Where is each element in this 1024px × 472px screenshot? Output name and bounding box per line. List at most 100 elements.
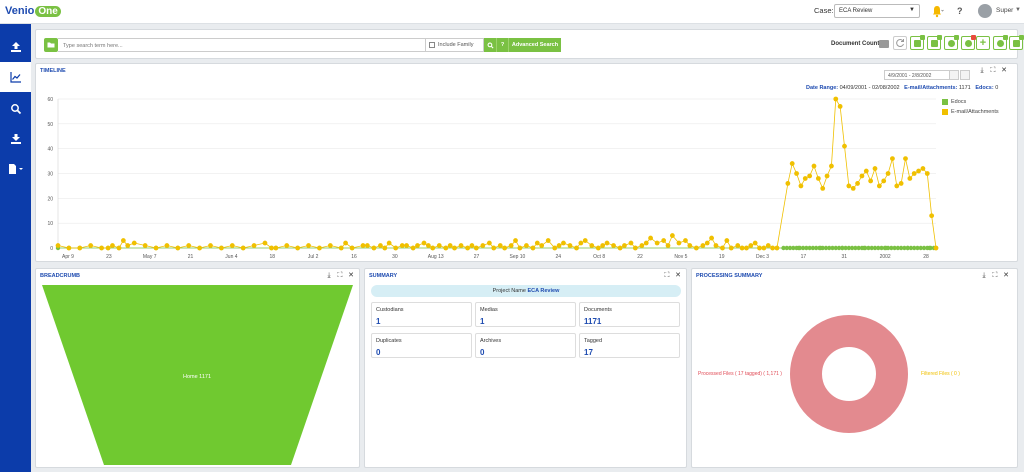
sidebar-item-upload[interactable] xyxy=(0,32,31,62)
edocs-point[interactable] xyxy=(928,245,933,251)
email-point[interactable] xyxy=(911,171,917,176)
email-point[interactable] xyxy=(116,245,122,251)
summary-card-tagged[interactable]: Tagged 17 xyxy=(579,333,680,358)
email-point[interactable] xyxy=(125,243,131,248)
refresh-button[interactable] xyxy=(893,36,907,50)
edocs-point[interactable] xyxy=(869,245,874,251)
email-point[interactable] xyxy=(513,238,518,243)
edocs-point[interactable] xyxy=(787,245,793,251)
email-point[interactable] xyxy=(859,173,865,179)
email-point[interactable] xyxy=(916,168,921,174)
email-point[interactable] xyxy=(785,181,791,186)
toolbar-button-2[interactable] xyxy=(927,35,942,50)
processing-donut-chart[interactable]: Processed Files ( 17 tagged) ( 1,171 ) F… xyxy=(692,283,1017,468)
email-point[interactable] xyxy=(604,240,610,246)
email-point[interactable] xyxy=(924,171,930,176)
edocs-point[interactable] xyxy=(817,245,822,251)
edocs-point[interactable] xyxy=(810,245,816,251)
email-point[interactable] xyxy=(720,245,725,251)
email-point[interactable] xyxy=(306,243,311,248)
email-point[interactable] xyxy=(99,245,104,251)
email-point[interactable] xyxy=(120,238,126,243)
email-point[interactable] xyxy=(898,181,904,186)
folder-button[interactable] xyxy=(44,38,58,52)
email-point[interactable] xyxy=(765,243,771,248)
email-point[interactable] xyxy=(661,238,667,243)
expand-icon[interactable]: ⛶ xyxy=(992,272,998,279)
bell-icon[interactable] xyxy=(930,4,944,18)
avatar[interactable] xyxy=(978,4,992,18)
expand-icon[interactable]: ⛶ xyxy=(664,272,670,279)
toolbar-button-6[interactable] xyxy=(993,35,1008,50)
edocs-point[interactable] xyxy=(885,245,891,251)
email-point[interactable] xyxy=(399,243,405,248)
email-point[interactable] xyxy=(105,245,111,251)
email-point[interactable] xyxy=(229,243,235,248)
email-point[interactable] xyxy=(665,243,671,248)
legend-item-edocs[interactable]: Edocs xyxy=(942,99,999,105)
toolbar-button-1[interactable] xyxy=(910,35,925,50)
email-point[interactable] xyxy=(643,240,649,246)
edocs-point[interactable] xyxy=(781,245,786,251)
email-point[interactable] xyxy=(837,104,843,109)
edocs-point[interactable] xyxy=(853,245,858,251)
timeline-chart[interactable]: 0 10 20 30 40 50 60 Apr 9 23 May 7 21 Jun 4 18 Jul 2 1… xyxy=(36,64,1017,261)
email-point[interactable] xyxy=(748,243,754,248)
email-point[interactable] xyxy=(175,245,181,251)
email-point[interactable] xyxy=(815,176,821,181)
email-point[interactable] xyxy=(920,166,926,171)
edocs-point[interactable] xyxy=(889,245,894,251)
email-point[interactable] xyxy=(338,245,344,251)
edocs-point[interactable] xyxy=(807,245,812,251)
advanced-search-button[interactable]: Advanced Search xyxy=(508,38,561,52)
email-point[interactable] xyxy=(410,245,416,251)
email-point[interactable] xyxy=(491,245,497,251)
email-point[interactable] xyxy=(704,240,710,246)
email-point[interactable] xyxy=(218,245,224,251)
email-point[interactable] xyxy=(744,245,749,251)
email-point[interactable] xyxy=(262,240,268,246)
email-point[interactable] xyxy=(876,183,882,189)
email-point[interactable] xyxy=(530,245,536,251)
email-point[interactable] xyxy=(735,243,741,248)
sidebar-item-documents[interactable] xyxy=(0,154,31,184)
edocs-point[interactable] xyxy=(830,245,835,251)
email-point[interactable] xyxy=(567,243,573,248)
toolbar-button-4[interactable] xyxy=(961,35,976,50)
edocs-point[interactable] xyxy=(791,245,796,251)
email-point[interactable] xyxy=(933,245,939,251)
edocs-point[interactable] xyxy=(872,245,878,251)
edocs-point[interactable] xyxy=(840,245,845,251)
email-point[interactable] xyxy=(447,243,453,248)
edocs-point[interactable] xyxy=(794,245,799,251)
email-point[interactable] xyxy=(349,245,355,251)
email-point[interactable] xyxy=(709,235,714,241)
email-point[interactable] xyxy=(552,245,558,251)
email-point[interactable] xyxy=(378,243,383,248)
email-point[interactable] xyxy=(386,240,392,246)
email-point[interactable] xyxy=(425,243,431,248)
edocs-point[interactable] xyxy=(843,245,848,251)
app-logo[interactable]: Venio One xyxy=(5,5,61,17)
email-point[interactable] xyxy=(600,243,606,248)
email-point[interactable] xyxy=(502,245,508,251)
close-icon[interactable]: ✕ xyxy=(348,272,354,279)
email-point[interactable] xyxy=(486,240,492,246)
email-point[interactable] xyxy=(824,173,830,179)
email-point[interactable] xyxy=(774,245,780,251)
email-point[interactable] xyxy=(469,243,475,248)
email-point[interactable] xyxy=(539,243,545,248)
email-point[interactable] xyxy=(752,240,758,246)
email-point[interactable] xyxy=(421,240,427,246)
case-select[interactable]: ECA Review ▼ xyxy=(834,4,920,18)
edocs-point[interactable] xyxy=(800,245,806,251)
edocs-point[interactable] xyxy=(849,245,855,251)
email-point[interactable] xyxy=(436,243,442,248)
edocs-point[interactable] xyxy=(813,245,819,251)
email-point[interactable] xyxy=(88,243,94,248)
include-family-checkbox[interactable]: Include Family xyxy=(426,38,484,52)
legend-item-email[interactable]: E-mail/Attachments xyxy=(942,109,999,115)
summary-card-custodians[interactable]: Custodians 1 xyxy=(371,302,472,327)
email-point[interactable] xyxy=(578,240,584,246)
email-point[interactable] xyxy=(929,213,935,219)
